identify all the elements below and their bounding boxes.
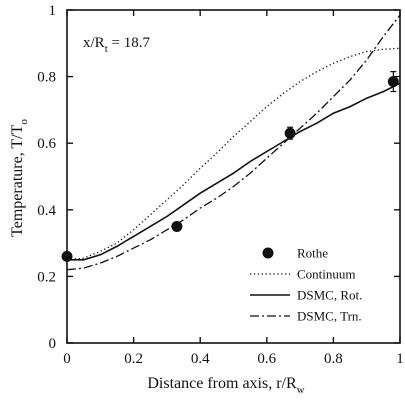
legend-label: DSMC, Rot. (297, 288, 362, 303)
series-continuum-line (66, 47, 401, 261)
legend-label: Continuum (297, 267, 356, 282)
annotation-value: = 18.7 (108, 35, 151, 51)
legend-marker-rothe (262, 247, 274, 259)
y-axis-title: Temperature, T/To (9, 119, 30, 237)
x-tick-label: 0 (63, 351, 71, 367)
plot-frame (66, 9, 401, 344)
y-axis-title-subscript: o (18, 119, 30, 125)
x-tick-label: 1 (396, 351, 404, 367)
x-tick-label: 0.2 (124, 351, 143, 367)
y-axis-title-main: Temperature, T/T (9, 124, 26, 237)
rothe-point (171, 220, 183, 232)
x-tick-label: 0.4 (191, 351, 210, 367)
x-axis-title: Distance from axis, r/Rw (147, 375, 304, 396)
series-dsmc-trn-line (66, 14, 401, 271)
series-dsmc-rot-line (67, 82, 401, 261)
y-tick-label: 1 (49, 3, 57, 19)
x-tick-label: 0.6 (257, 351, 276, 367)
series-layer (61, 14, 401, 271)
legend: Rothe Continuum DSMC, Rot. DSMC, Trn. (250, 246, 362, 324)
annotation-subscript: t (105, 43, 108, 55)
legend-label: Rothe (297, 246, 328, 261)
x-tick-label: 0.8 (324, 351, 343, 367)
axis-ticks: 0 0.2 0.4 0.6 0.8 1 0 0.2 0.4 0.6 0.8 1 (37, 3, 404, 367)
y-tick-label: 0.4 (37, 203, 56, 219)
annotation-main: x/R (83, 35, 105, 51)
y-tick-label: 0.6 (37, 136, 56, 152)
x-axis-title-main: Distance from axis, r/R (147, 375, 297, 392)
annotation: x/Rt = 18.7 (83, 35, 150, 55)
y-tick-label: 0.8 (37, 70, 56, 86)
y-tick-label: 0.2 (37, 269, 56, 285)
legend-label: DSMC, Trn. (297, 309, 362, 324)
rothe-point (387, 76, 399, 88)
y-tick-label: 0 (49, 336, 57, 352)
x-axis-title-subscript: w (297, 384, 305, 396)
